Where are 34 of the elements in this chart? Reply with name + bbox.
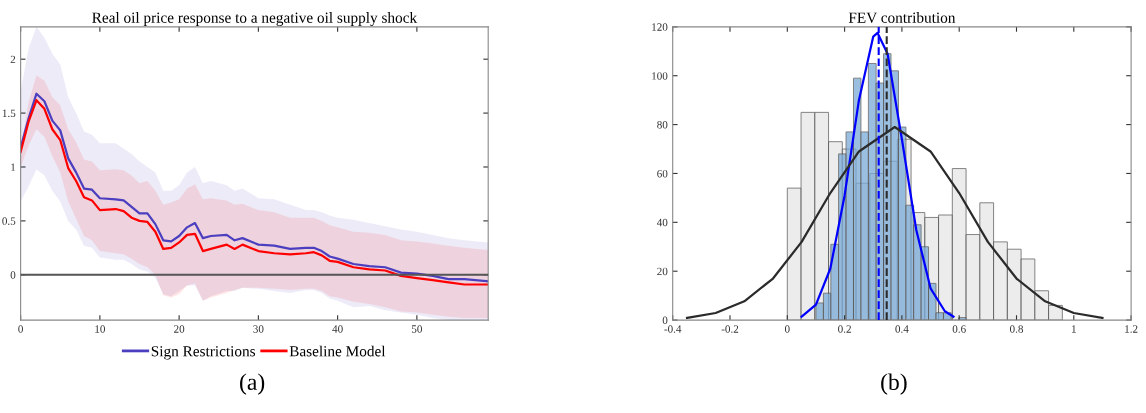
line-series — [800, 31, 955, 318]
x-tick-label: 0 — [18, 325, 23, 333]
x-tick-label: 50 — [411, 325, 422, 333]
x-tick-label: 1 — [1072, 325, 1076, 333]
legend-label: Sign Restrictions — [151, 346, 256, 360]
y-tick-label: 40 — [656, 218, 668, 227]
y-tick-label: 100 — [652, 72, 668, 80]
x-tick-label: 20 — [174, 325, 185, 333]
x-tick-label: -0.4 — [664, 325, 682, 333]
x-tick-label: 40 — [332, 325, 343, 333]
x-tick-label: 0.6 — [952, 325, 966, 333]
x-tick-label: 30 — [253, 325, 264, 333]
chart-title: Real oil price response to a negative oil supply shock — [92, 12, 418, 26]
y-tick-label: 1.5 — [2, 109, 16, 118]
y-tick-label: 0.5 — [2, 217, 16, 225]
y-tick-label: 1 — [11, 163, 16, 171]
x-tick-label: 10 — [95, 325, 106, 333]
y-tick-label: 0 — [662, 316, 668, 325]
y-tick-label: 60 — [657, 169, 668, 178]
text: (b) — [881, 373, 907, 395]
y-tick-label: 0 — [10, 271, 16, 279]
y-tick-label: 2 — [10, 55, 16, 64]
legend-label: Baseline Model — [289, 345, 386, 357]
x-tick-label: 0 — [784, 325, 790, 333]
x-tick-label: 0.2 — [838, 325, 851, 333]
y-tick-label: 20 — [657, 267, 668, 276]
y-tick-label: 120 — [652, 23, 668, 31]
x-tick-label: -0.2 — [721, 325, 739, 333]
chart-title: FEV contribution — [848, 12, 956, 23]
text: (a) — [240, 373, 265, 395]
y-tick-label: 80 — [657, 121, 668, 129]
x-tick-label: 0.4 — [895, 325, 909, 333]
x-tick-label: 1.2 — [1125, 325, 1138, 333]
x-tick-label: 0.8 — [1009, 325, 1024, 333]
